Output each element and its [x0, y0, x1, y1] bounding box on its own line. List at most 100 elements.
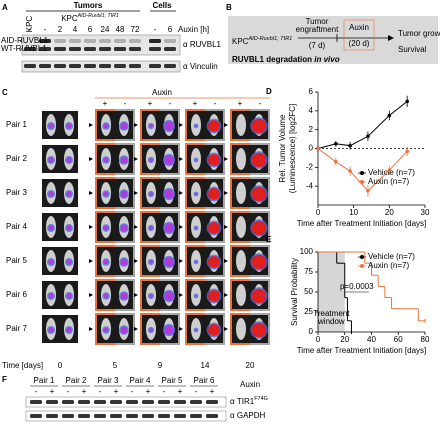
- band: [69, 64, 81, 68]
- arrow: [134, 259, 138, 263]
- sign-label: +: [148, 99, 153, 108]
- signal: [120, 224, 128, 232]
- pair-label: Pair 4: [6, 222, 27, 231]
- caption: RUVBL1 degradation in vivo: [232, 55, 340, 64]
- sign-label: -: [259, 99, 262, 108]
- mouse: [236, 182, 246, 204]
- arrow: [179, 157, 183, 161]
- blot: [25, 410, 227, 422]
- label: p=0.0003: [340, 282, 374, 291]
- signal: [195, 227, 197, 229]
- time-label: 0: [58, 361, 63, 370]
- genotype-base: KPC: [232, 37, 249, 46]
- arrow: [224, 191, 228, 195]
- signal: [48, 191, 54, 197]
- signal: [164, 121, 174, 131]
- lane-label: 2: [58, 25, 63, 34]
- mouse: [236, 114, 246, 136]
- point: [348, 169, 352, 173]
- antibody-sup: F74G: [254, 396, 268, 402]
- genotype-base: KPC: [61, 14, 78, 23]
- band: [174, 400, 186, 404]
- point: [405, 149, 409, 154]
- y-tick-label: 0: [309, 327, 314, 336]
- band: [129, 39, 141, 43]
- label: Auxin: [240, 380, 260, 389]
- y-tick-label: 50: [304, 287, 313, 296]
- arrow: [134, 225, 138, 229]
- x-tick-label: 30: [421, 208, 430, 217]
- band: [84, 64, 96, 68]
- signal: [195, 295, 197, 297]
- arrow: [134, 327, 138, 331]
- y-tick-label: 0: [309, 144, 314, 153]
- pair-label: Pair 6: [6, 290, 27, 299]
- series-line: [317, 148, 408, 192]
- mouse: [236, 250, 246, 272]
- signal: [164, 291, 174, 301]
- band: [39, 64, 51, 68]
- label: engraftment: [296, 25, 339, 34]
- signal: [149, 294, 153, 298]
- arrow: [179, 293, 183, 297]
- lane-label: 24: [101, 25, 110, 34]
- caption-text: RUVBL1 degradation: [232, 55, 314, 64]
- band: [62, 400, 74, 404]
- signal: [120, 190, 128, 198]
- band: [78, 400, 90, 404]
- signal: [208, 324, 220, 336]
- sign-label: -: [67, 387, 70, 396]
- y-axis-label: (Luminescence) [log2FC]: [288, 104, 297, 193]
- pair-label: Pair 3: [6, 188, 27, 197]
- arrow: [179, 327, 183, 331]
- point: [316, 146, 320, 151]
- signal: [208, 290, 220, 302]
- arrow: [179, 225, 183, 229]
- arrow: [89, 123, 93, 127]
- band: [114, 64, 126, 68]
- pair-label: Pair 5: [6, 256, 27, 265]
- signal: [251, 220, 267, 236]
- label: Auxin [h]: [178, 25, 209, 34]
- time-label: 5: [113, 361, 118, 370]
- pair-label: Pair 5: [162, 376, 183, 385]
- signal: [66, 259, 72, 265]
- legend-label: Auxin (n=7): [368, 177, 409, 186]
- label: Tumor: [306, 17, 329, 26]
- label: AID-RUVBL1: [1, 36, 49, 45]
- band: [24, 64, 36, 68]
- band: [190, 414, 202, 418]
- band: [164, 64, 176, 68]
- signal: [149, 328, 153, 332]
- legend-label: Vehicle (n=7): [368, 168, 415, 177]
- signal: [103, 259, 109, 265]
- panel-label: B: [226, 3, 232, 12]
- signal: [164, 155, 174, 165]
- label: α GAPDH: [230, 411, 266, 420]
- band: [158, 414, 170, 418]
- band: [99, 39, 111, 43]
- band: [94, 400, 106, 404]
- y-tick-label: -4: [306, 181, 314, 190]
- band: [39, 39, 51, 43]
- arrow: [224, 225, 228, 229]
- band: [149, 64, 161, 68]
- arrow: [89, 327, 93, 331]
- arrow: [179, 123, 183, 127]
- band: [69, 39, 81, 43]
- arrow: [224, 327, 228, 331]
- signal: [149, 226, 153, 230]
- band: [46, 414, 58, 418]
- sign-label: +: [178, 387, 183, 396]
- band: [99, 47, 111, 51]
- arrow: [89, 157, 93, 161]
- pair-label: Pair 3: [98, 376, 119, 385]
- sign-label: +: [210, 387, 215, 396]
- sign-label: +: [50, 387, 55, 396]
- antibody: α TIR1: [230, 397, 255, 406]
- treatment-window: [318, 252, 345, 332]
- signal: [48, 259, 54, 265]
- band: [164, 39, 176, 43]
- panel-label: A: [2, 3, 8, 12]
- signal: [164, 189, 174, 199]
